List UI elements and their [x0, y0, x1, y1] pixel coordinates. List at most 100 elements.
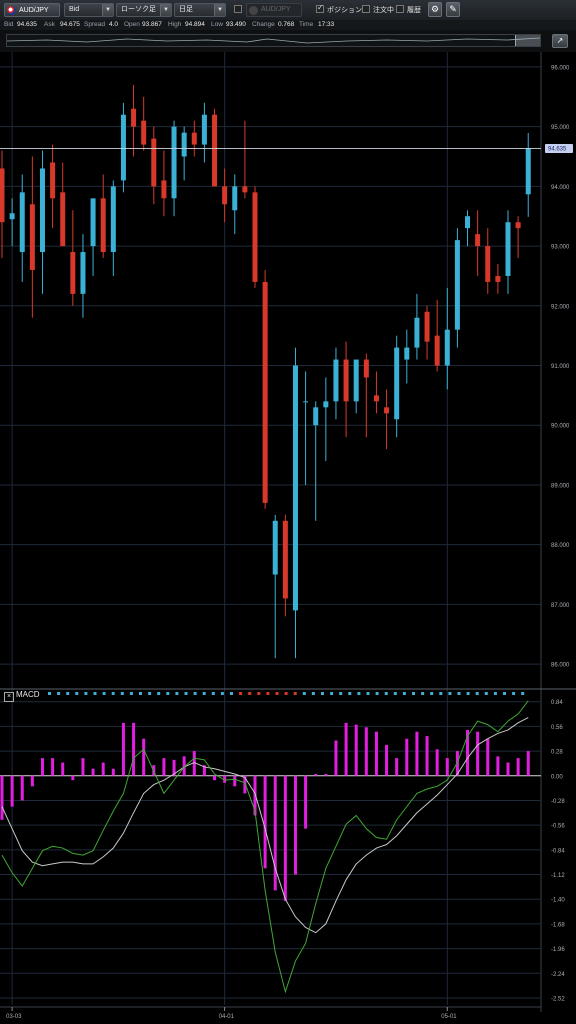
signal-dot: [175, 692, 179, 695]
price-type-select[interactable]: Bid ▼: [64, 3, 114, 17]
navigator-track[interactable]: [6, 34, 541, 47]
current-price-line: 94.635: [0, 143, 573, 153]
ask-label: Ask: [44, 21, 55, 28]
signal-dot: [357, 692, 361, 695]
macd-histogram-bar: [223, 775, 227, 783]
candle-body: [363, 359, 369, 378]
price-tick-label: 95.000: [551, 125, 570, 131]
close-icon[interactable]: ×: [4, 692, 14, 702]
current-price-badge: [545, 143, 573, 153]
compare-checkbox[interactable]: [234, 5, 242, 13]
drawing-tools-button[interactable]: ✎: [446, 2, 460, 17]
signal-dot: [257, 692, 261, 695]
timeframe-select[interactable]: 日足 ▼: [174, 3, 226, 17]
orders-checkbox[interactable]: [362, 5, 370, 13]
signal-dot: [484, 692, 488, 695]
chart-toolbar: AUD/JPY Bid ▼ ローソク足 ▼ 日足 ▼ AUD/JPY ポジション…: [0, 0, 576, 21]
candle-body: [19, 192, 25, 253]
date-tick-label: 05-01: [441, 1014, 457, 1020]
candle-body: [414, 317, 420, 348]
date-tick-label: 03-03: [6, 1014, 22, 1020]
macd-histogram-bar: [476, 731, 480, 776]
candlestick-series: [0, 84, 531, 659]
signal-dot: [148, 692, 152, 695]
price-tick-label: 90.000: [551, 424, 570, 430]
position-checkbox-label: ポジション: [327, 7, 362, 14]
candle-body: [515, 222, 521, 229]
signal-dot: [503, 692, 506, 695]
signal-dot: [57, 692, 61, 695]
signal-dot: [466, 692, 470, 695]
signal-dot: [129, 692, 133, 695]
macd-tick-label: -0.56: [551, 824, 565, 830]
signal-dot: [493, 692, 497, 695]
candle-body: [303, 401, 309, 403]
price-tick-label: 94.000: [551, 185, 570, 191]
signal-dot: [293, 692, 297, 695]
compare-pair-selector[interactable]: AUD/JPY: [246, 3, 302, 17]
signal-dot: [239, 692, 243, 695]
orders-checkbox-label: 注文中: [373, 7, 394, 14]
navigator-thumb[interactable]: [515, 35, 540, 46]
candle-body: [272, 520, 278, 575]
price-tick-label: 87.000: [551, 603, 570, 609]
current-price-label: 94.635: [548, 147, 567, 153]
macd-histogram: [0, 722, 530, 901]
candle-body: [384, 407, 390, 414]
signal-dot: [475, 692, 479, 695]
macd-histogram-bar: [172, 759, 176, 776]
candle-body: [171, 126, 177, 199]
candle-body: [131, 108, 137, 127]
macd-histogram-bar: [202, 765, 206, 776]
scroll-latest-button[interactable]: ↗: [552, 34, 568, 48]
macd-histogram-bar: [354, 724, 358, 776]
spread-value: 4.0: [109, 21, 119, 28]
candle-body: [313, 407, 319, 426]
signal-dot: [139, 692, 142, 695]
signal-dot: [521, 692, 525, 695]
macd-histogram-bar: [253, 775, 257, 816]
candle-body: [404, 347, 410, 360]
candle-body: [252, 192, 258, 282]
macd-tick-label: -0.28: [551, 799, 565, 805]
signal-dot: [275, 692, 279, 695]
macd-histogram-bar: [283, 775, 287, 901]
signal-dot: [202, 692, 206, 695]
change-label: Change: [252, 21, 275, 28]
candle-body: [90, 198, 96, 247]
candle-body: [151, 138, 157, 187]
macd-histogram-bar: [314, 773, 318, 776]
macd-histogram-bar: [415, 731, 419, 776]
candle-body: [29, 204, 35, 270]
candle-body: [120, 114, 126, 181]
macd-histogram-bar: [81, 758, 85, 776]
signal-dot: [111, 692, 115, 695]
macd-histogram-bar: [243, 775, 247, 794]
chart-navigator: ↗: [0, 30, 576, 53]
candle-body: [525, 148, 531, 195]
macd-histogram-bar: [192, 751, 196, 776]
macd-histogram-bar: [506, 762, 510, 776]
signal-dot: [384, 692, 388, 695]
position-checkbox[interactable]: [316, 3, 324, 13]
macd-histogram-bar: [142, 738, 146, 776]
macd-histogram-bar: [496, 756, 500, 776]
signal-dot: [102, 692, 106, 695]
chart-settings-button[interactable]: ⚙: [428, 2, 442, 17]
chart-area[interactable]: 86.000 87.000 88.000 89.000 90.000 91.000 92.0…: [0, 52, 576, 1024]
currency-pair-selector[interactable]: AUD/JPY: [4, 3, 60, 17]
candle-body: [424, 311, 430, 342]
macd-axis: 0.84 0.56 0.28 0.00 -0.28 -0.56 -0.84 -1.12 -1.4…: [551, 700, 565, 1002]
macd-histogram-bar: [344, 722, 348, 776]
macd-histogram-bar: [182, 756, 186, 776]
chart-type-select[interactable]: ローソク足 ▼: [116, 3, 172, 17]
signal-dot: [193, 692, 197, 695]
signal-dot: [439, 692, 443, 695]
history-checkbox[interactable]: [396, 5, 404, 13]
macd-histogram-bar: [395, 758, 399, 776]
date-axis: 03-03 04-01 05-01: [0, 1006, 541, 1020]
macd-histogram-bar: [40, 758, 44, 776]
signal-dot: [157, 692, 161, 695]
signal-dot: [457, 692, 461, 695]
candle-body: [444, 329, 450, 366]
